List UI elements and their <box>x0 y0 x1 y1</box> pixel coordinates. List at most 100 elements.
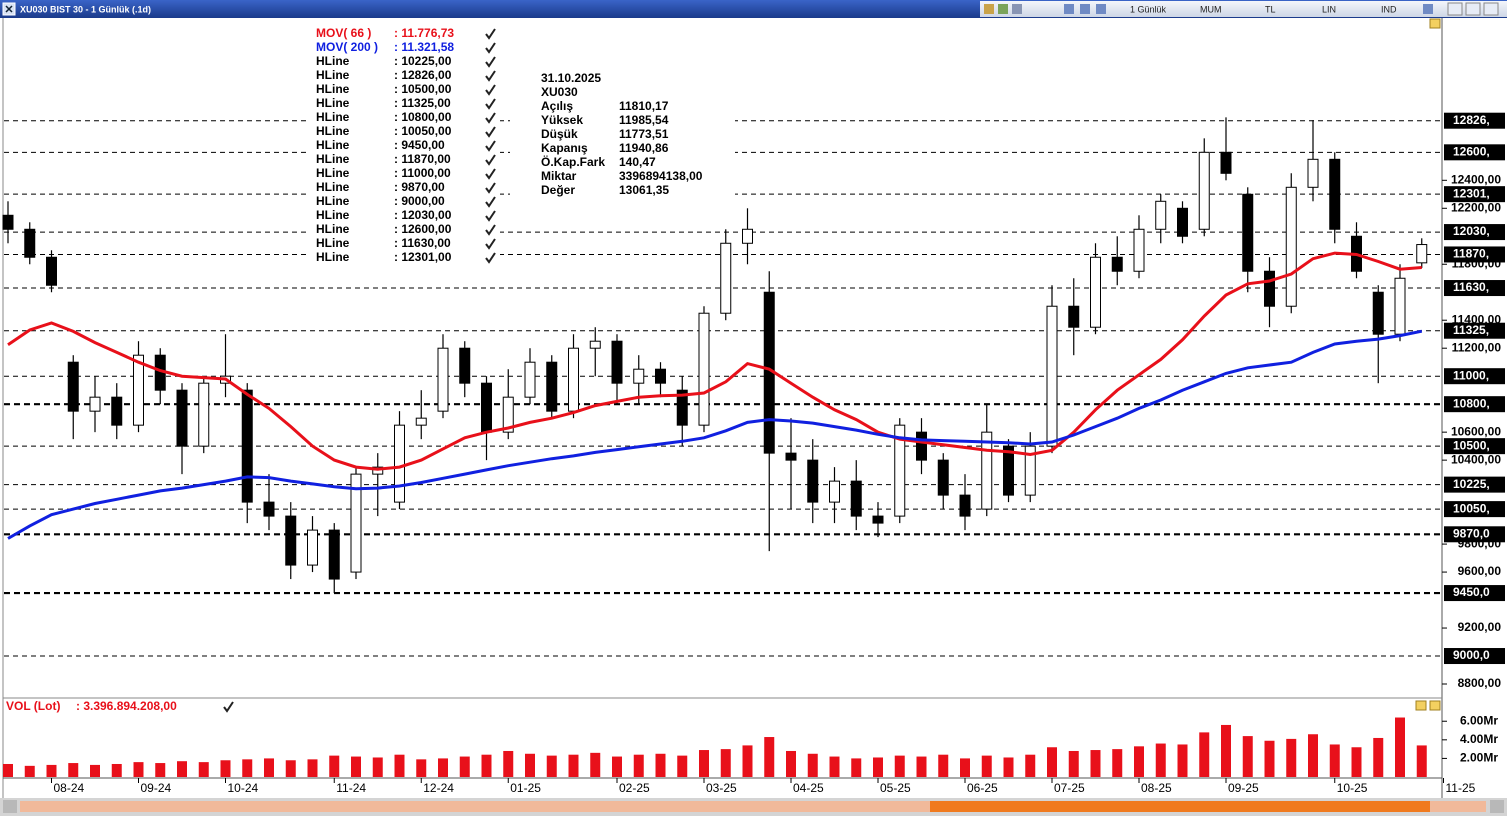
panel-icon[interactable] <box>1429 700 1441 711</box>
candle-body <box>1372 291 1384 335</box>
toolbar-item: TL <box>1265 4 1276 14</box>
volume-bar <box>481 754 492 777</box>
legend-value: : 12826,00 <box>394 68 452 82</box>
x-tick-label: 09-25 <box>1228 781 1259 795</box>
info-label: Düşük <box>541 127 578 141</box>
info-value: 11940,86 <box>619 141 669 155</box>
hline-axis-box <box>1444 144 1505 161</box>
volume-bar <box>155 763 166 777</box>
candle-body <box>1394 277 1406 335</box>
x-tick-label: 11-24 <box>336 781 366 795</box>
volume-bar <box>329 755 340 777</box>
candle-body <box>133 354 144 426</box>
volume-bar <box>242 759 253 777</box>
volume-bar <box>1068 750 1079 777</box>
info-value: 3396894138,00 <box>619 169 703 183</box>
legend-name: HLine <box>316 236 350 250</box>
legend-value: : 10050,00 <box>394 124 452 138</box>
check-icon <box>485 168 496 180</box>
panel-icon[interactable] <box>1429 18 1441 29</box>
y-tick-label: 9200,00 <box>1458 620 1502 634</box>
volume-bar <box>111 763 122 777</box>
hline-axis-label: 11000, <box>1453 368 1489 382</box>
x-tick-label: 05-25 <box>880 781 911 795</box>
toolbar-item: MUM <box>1200 4 1222 14</box>
candle-body <box>111 396 123 426</box>
x-tick-label: 12-24 <box>423 781 454 795</box>
candle-body <box>481 382 492 433</box>
volume-bar <box>829 756 840 777</box>
legend-name: HLine <box>316 138 350 152</box>
hline-axis-box <box>1444 246 1505 263</box>
candle-body <box>589 340 601 349</box>
check-icon <box>485 182 496 194</box>
candle-body <box>807 459 819 503</box>
volume-bar <box>1395 717 1405 777</box>
check-icon <box>485 42 496 54</box>
legend-background <box>310 26 500 266</box>
y-tick-label: 9600,00 <box>1458 564 1502 578</box>
legend-value: : 11.776,73 <box>394 26 454 40</box>
legend-value: : 9450,00 <box>394 138 445 152</box>
x-tick-label: 04-25 <box>793 781 824 795</box>
hline-axis-label: 12030, <box>1453 224 1490 238</box>
candle-body <box>24 228 36 258</box>
y-tick-label: 10600,00 <box>1451 424 1501 438</box>
scrollbar[interactable] <box>0 798 1507 816</box>
legend-value: : 11.321,58 <box>394 40 454 54</box>
candle-body <box>829 480 840 503</box>
candle-body <box>241 389 253 503</box>
volume-bar <box>1416 745 1427 777</box>
volume-bar <box>285 760 296 777</box>
volume-bar <box>177 761 187 777</box>
check-icon <box>485 84 496 96</box>
candle-body <box>285 515 297 566</box>
panel-icon[interactable] <box>1415 700 1427 711</box>
y-tick-label: 11200,00 <box>1452 340 1502 354</box>
check-icon <box>485 112 496 124</box>
volume-bar <box>612 756 622 777</box>
info-label: Yüksek <box>541 113 583 127</box>
volume-bar <box>568 754 579 777</box>
check-icon <box>485 98 496 110</box>
candle-body <box>502 396 514 433</box>
info-value: 11985,54 <box>619 113 669 127</box>
info-value: 11810,17 <box>619 99 669 113</box>
candle-body <box>981 431 993 510</box>
candle-body <box>263 501 275 517</box>
check-icon <box>485 70 496 82</box>
candle-body <box>394 424 405 503</box>
moving-average-line <box>7 251 1422 471</box>
candle-body <box>1024 445 1036 496</box>
volume-bar <box>24 765 35 777</box>
candle-body <box>568 347 579 412</box>
check-icon <box>485 210 496 222</box>
volume-bar <box>525 753 535 777</box>
toolbar-icons[interactable] <box>984 2 1499 16</box>
candle-body <box>67 361 79 412</box>
volume-bar <box>764 737 775 777</box>
volume-bar <box>3 763 13 777</box>
legend-name: HLine <box>316 96 350 110</box>
hline-axis-label: 11630, <box>1453 280 1489 294</box>
volume-bar <box>459 756 470 777</box>
candle-body <box>328 529 340 580</box>
volume-bar <box>1308 734 1318 777</box>
volume-bar <box>68 763 79 777</box>
window-title: XU030 BIST 30 - 1 Günlük (.1d) <box>20 4 151 14</box>
toolbar <box>980 1 1507 17</box>
legend-value: : 9870,00 <box>394 180 445 194</box>
x-tick-label: 10-25 <box>1337 781 1368 795</box>
volume-bar <box>1264 740 1275 777</box>
x-tick-label: 06-25 <box>967 781 998 795</box>
volume-bar <box>699 750 709 777</box>
volume-bar <box>264 758 274 777</box>
close-icon[interactable] <box>2 2 16 16</box>
volume-bar <box>1112 749 1123 777</box>
volume-bar <box>938 754 949 777</box>
candle-body <box>1155 200 1167 230</box>
volume-bar <box>786 750 796 777</box>
volume-bar <box>307 759 318 777</box>
hline-axis-box <box>1444 396 1505 413</box>
candle-body <box>1177 207 1188 237</box>
